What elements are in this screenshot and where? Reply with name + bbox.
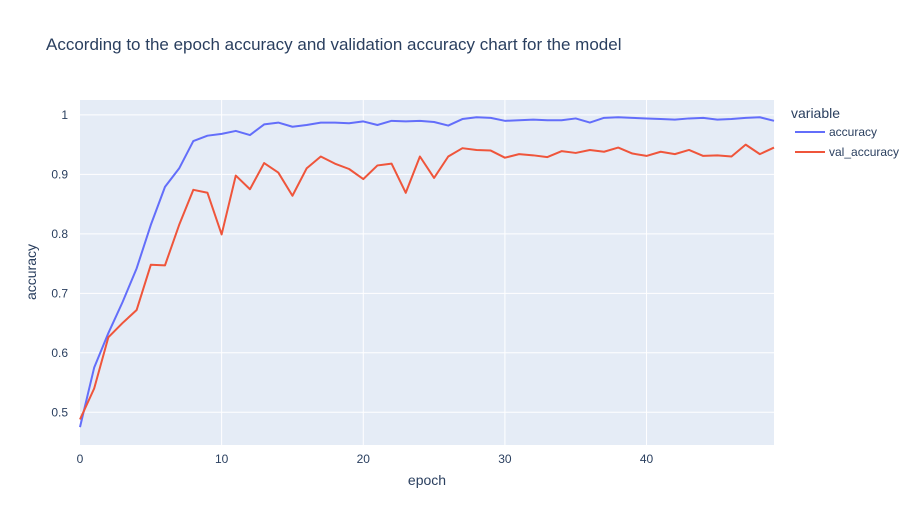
legend: variable accuracy val_accuracy xyxy=(791,105,899,159)
legend-item-label: val_accuracy xyxy=(829,145,899,159)
y-tick-label: 0.9 xyxy=(51,167,68,181)
x-tick-label: 30 xyxy=(498,452,512,466)
chart-title: According to the epoch accuracy and vali… xyxy=(46,35,622,54)
series-line-val-accuracy xyxy=(79,143,775,420)
y-tick-label: 1 xyxy=(61,108,68,122)
y-tick-label: 0.7 xyxy=(51,286,68,300)
x-tick-label: 40 xyxy=(640,452,654,466)
legend-title: variable xyxy=(791,105,840,121)
y-tick-label: 0.5 xyxy=(51,405,68,419)
legend-item-label: accuracy xyxy=(829,125,877,139)
tick-labels: 0 10 20 30 40 0.5 0.6 0.7 0.8 0.9 1 xyxy=(51,108,653,466)
y-axis-title: accuracy xyxy=(23,244,39,300)
x-axis-title: epoch xyxy=(408,472,446,488)
x-tick-label: 20 xyxy=(357,452,371,466)
series-line-accuracy xyxy=(79,116,775,428)
x-tick-label: 0 xyxy=(77,452,84,466)
x-tick-label: 10 xyxy=(215,452,229,466)
plot-area xyxy=(80,100,774,445)
y-tick-label: 0.6 xyxy=(51,346,68,360)
series-lines xyxy=(79,116,775,428)
y-tick-label: 0.8 xyxy=(51,227,68,241)
